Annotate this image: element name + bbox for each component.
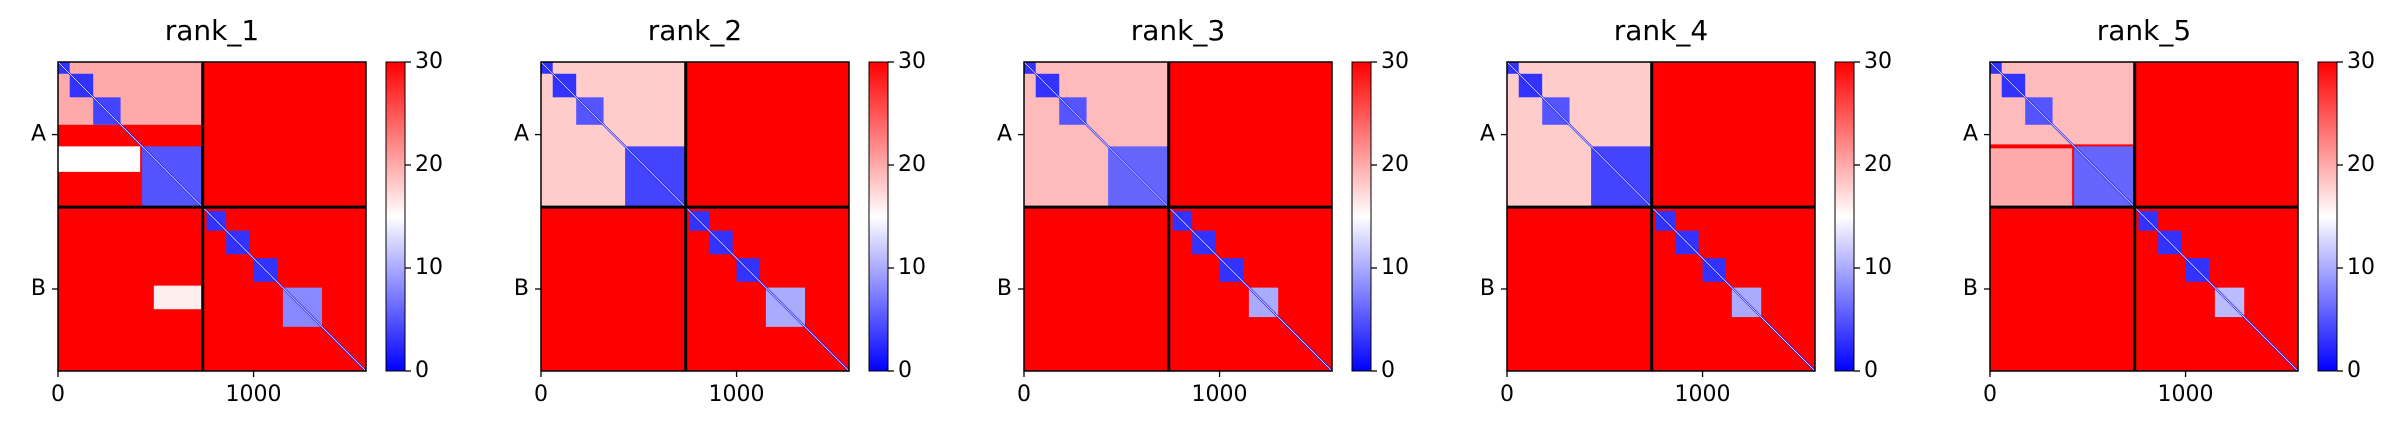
- x-tick-label: 1000: [2158, 382, 2214, 407]
- colorbar-tick-label: 30: [898, 49, 926, 74]
- x-tick-label: 1000: [709, 382, 765, 407]
- x-tick-label: 0: [1017, 382, 1031, 407]
- panel-title: rank_4: [1614, 14, 1708, 47]
- x-tick-label: 0: [1983, 382, 1997, 407]
- x-tick-label: 1000: [1192, 382, 1248, 407]
- colorbar-tick-label: 30: [1864, 49, 1892, 74]
- colorbar-tick-label: 0: [1381, 358, 1395, 383]
- colorbar-tick-label: 0: [415, 358, 429, 383]
- y-tick-label: A: [514, 122, 529, 147]
- x-tick-label: 1000: [226, 382, 282, 407]
- x-tick-label: 0: [534, 382, 548, 407]
- colorbar-tick-label: 30: [2347, 49, 2375, 74]
- panel-title: rank_3: [1131, 14, 1225, 47]
- colorbar: [2317, 61, 2338, 372]
- colorbar: [1834, 61, 1855, 372]
- plot-frame: [1023, 61, 1333, 372]
- colorbar-tick-label: 10: [1381, 255, 1409, 280]
- colorbar-tick-label: 10: [2347, 255, 2375, 280]
- colorbar-tick-label: 0: [2347, 358, 2361, 383]
- y-tick-label: A: [1480, 122, 1495, 147]
- panel-title: rank_2: [648, 14, 742, 47]
- colorbar-tick-label: 10: [415, 255, 443, 280]
- colorbar-tick-label: 10: [898, 255, 926, 280]
- diagonal-edge: [1506, 61, 1816, 372]
- y-tick-label: B: [1963, 276, 1978, 301]
- colorbar-tick-label: 10: [1864, 255, 1892, 280]
- x-tick-label: 0: [51, 382, 65, 407]
- heatmap-block: [1990, 148, 2073, 208]
- heatmap-block: [58, 146, 141, 172]
- colorbar-tick-label: 0: [1864, 358, 1878, 383]
- colorbar-tick-label: 20: [1864, 152, 1892, 177]
- plot-frame: [1506, 61, 1816, 372]
- colorbar-tick-label: 30: [1381, 49, 1409, 74]
- panel-title: rank_1: [165, 14, 259, 47]
- colorbar-tick-label: 30: [415, 49, 443, 74]
- colorbar-tick-label: 20: [2347, 152, 2375, 177]
- plot-frame: [57, 61, 367, 372]
- colorbar-tick-label: 0: [898, 358, 912, 383]
- diagonal-edge: [540, 61, 850, 372]
- y-tick-label: A: [31, 122, 46, 147]
- y-tick-label: A: [997, 122, 1012, 147]
- y-tick-label: B: [997, 276, 1012, 301]
- plot-frame: [540, 61, 850, 372]
- y-tick-label: B: [1480, 276, 1495, 301]
- diagonal-edge: [57, 61, 367, 372]
- colorbar: [868, 61, 889, 372]
- panel-title: rank_5: [2097, 14, 2191, 47]
- x-tick-label: 1000: [1675, 382, 1731, 407]
- plot-frame: [1989, 61, 2299, 372]
- y-tick-label: B: [31, 276, 46, 301]
- colorbar: [1351, 61, 1372, 372]
- y-tick-label: A: [1963, 122, 1978, 147]
- diagonal-edge: [1989, 61, 2299, 372]
- colorbar-tick-label: 20: [898, 152, 926, 177]
- x-tick-label: 0: [1500, 382, 1514, 407]
- colorbar-tick-label: 20: [1381, 152, 1409, 177]
- y-tick-label: B: [514, 276, 529, 301]
- heatmap-block: [153, 285, 203, 310]
- colorbar-tick-label: 20: [415, 152, 443, 177]
- colorbar: [385, 61, 406, 372]
- diagonal-edge: [1023, 61, 1333, 372]
